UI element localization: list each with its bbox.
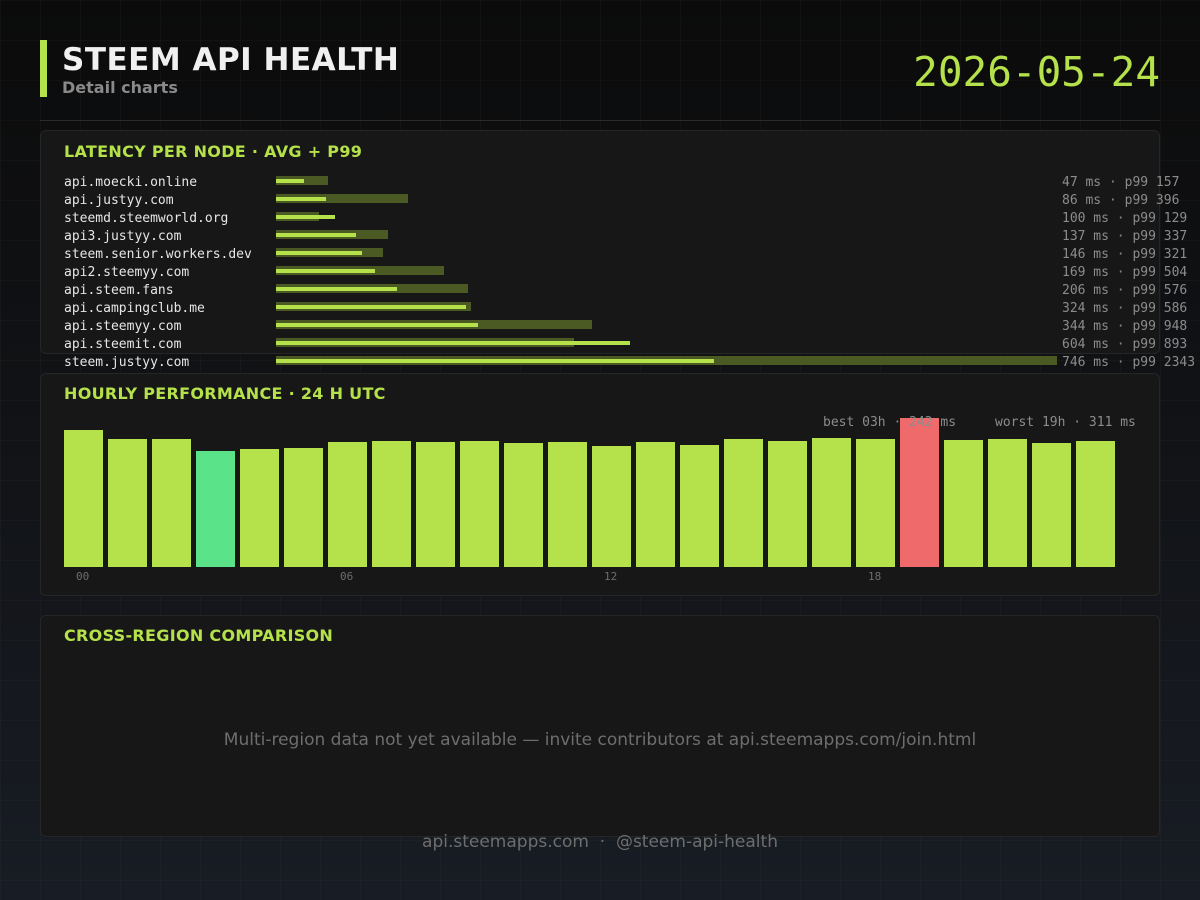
worst-hour-label: worst 19h · 311 ms (995, 415, 1136, 430)
hourly-bar-00 (64, 430, 103, 567)
hourly-bar-01 (108, 439, 147, 567)
latency-node-label: api.steemit.com (64, 337, 182, 352)
footer: api.steemapps.com · @steem-api-health (422, 832, 778, 852)
latency-node-label: steemd.steemworld.org (64, 211, 229, 226)
hourly-bar-19 (900, 418, 939, 567)
latency-avg-bar (276, 304, 466, 309)
hourly-bar-23 (1076, 441, 1115, 567)
latency-node-label: api.moecki.online (64, 175, 198, 190)
latency-value-label: 344 ms · p99 948 (1062, 319, 1188, 334)
hourly-bar-04 (240, 449, 279, 567)
hourly-bar-05 (284, 448, 323, 567)
hourly-bar-20 (944, 440, 983, 567)
hour-tick-label: 06 (340, 570, 354, 583)
latency-value-label: 146 ms · p99 321 (1062, 247, 1188, 262)
hourly-bar-06 (328, 442, 367, 567)
latency-value-label: 206 ms · p99 576 (1062, 283, 1188, 298)
latency-avg-bar (276, 178, 304, 183)
latency-node-label: api2.steemyy.com (64, 265, 190, 280)
hour-tick-label: 00 (76, 570, 90, 583)
page-title: STEEM API HEALTH (62, 42, 400, 78)
latency-node-label: steem.justyy.com (64, 355, 190, 370)
page-subtitle: Detail charts (62, 78, 178, 97)
cross-region-panel (40, 615, 1160, 837)
hourly-bar-21 (988, 439, 1027, 567)
hourly-bar-22 (1032, 443, 1071, 567)
latency-panel-title: LATENCY PER NODE · AVG + P99 (64, 142, 363, 161)
latency-avg-bar (276, 250, 362, 255)
latency-node-label: api.justyy.com (64, 193, 174, 208)
latency-avg-bar (276, 322, 478, 327)
hourly-bar-12 (592, 446, 631, 567)
hourly-bar-02 (152, 439, 191, 567)
latency-avg-bar (276, 214, 335, 219)
latency-value-label: 86 ms · p99 396 (1062, 193, 1180, 208)
latency-avg-bar (276, 358, 714, 363)
hourly-bar-16 (768, 441, 807, 567)
latency-node-label: steem.senior.workers.dev (64, 247, 252, 262)
hour-tick-label: 12 (604, 570, 618, 583)
latency-value-label: 47 ms · p99 157 (1062, 175, 1180, 190)
report-date: 2026-05-24 (913, 48, 1160, 96)
hourly-bar-08 (416, 442, 455, 567)
latency-avg-bar (276, 340, 630, 345)
hourly-bar-11 (548, 442, 587, 567)
latency-avg-bar (276, 286, 397, 291)
latency-value-label: 746 ms · p99 2343 (1062, 355, 1196, 370)
latency-node-label: api.steemyy.com (64, 319, 182, 334)
latency-avg-bar (276, 232, 356, 237)
hourly-bar-17 (812, 438, 851, 567)
latency-value-label: 604 ms · p99 893 (1062, 337, 1188, 352)
latency-value-label: 324 ms · p99 586 (1062, 301, 1188, 316)
latency-p99-bar (276, 194, 408, 203)
hourly-bar-03 (196, 451, 235, 567)
hourly-bar-18 (856, 439, 895, 567)
hourly-panel-title: HOURLY PERFORMANCE · 24 H UTC (64, 384, 386, 403)
latency-value-label: 137 ms · p99 337 (1062, 229, 1188, 244)
cross-region-empty-message: Multi-region data not yet available — in… (223, 730, 977, 750)
hourly-bar-09 (460, 441, 499, 567)
latency-node-label: api.campingclub.me (64, 301, 205, 316)
latency-node-label: api.steem.fans (64, 283, 174, 298)
latency-node-label: api3.justyy.com (64, 229, 182, 244)
hourly-bar-14 (680, 445, 719, 567)
hourly-bar-07 (372, 441, 411, 567)
header-divider (40, 120, 1160, 121)
hour-tick-label: 18 (868, 570, 882, 583)
hourly-bar-13 (636, 442, 675, 567)
hourly-bar-15 (724, 439, 763, 567)
best-hour-label: best 03h · 242 ms (823, 415, 957, 430)
latency-panel (40, 130, 1160, 354)
latency-avg-bar (276, 196, 326, 201)
latency-value-label: 169 ms · p99 504 (1062, 265, 1188, 280)
hourly-bar-10 (504, 443, 543, 567)
latency-value-label: 100 ms · p99 129 (1062, 211, 1188, 226)
latency-avg-bar (276, 268, 375, 273)
title-accent-bar (40, 40, 47, 97)
cross-region-panel-title: CROSS-REGION COMPARISON (64, 626, 334, 645)
